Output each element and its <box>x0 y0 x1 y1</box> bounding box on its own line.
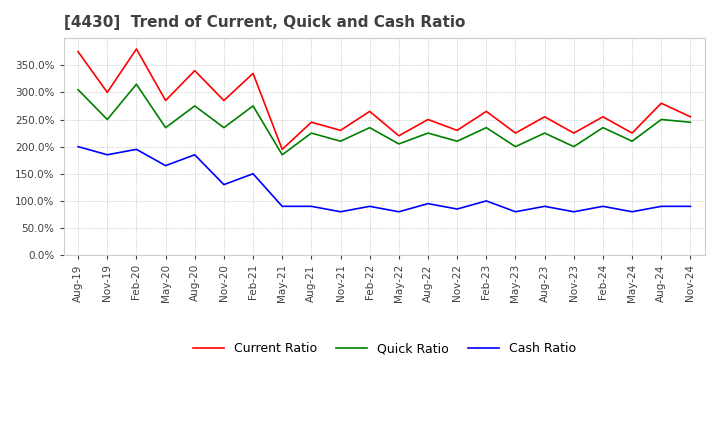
Current Ratio <box>73 49 82 54</box>
Cash Ratio <box>395 209 403 214</box>
Line: Cash Ratio: Cash Ratio <box>78 147 690 212</box>
Quick Ratio <box>511 144 520 149</box>
Quick Ratio <box>423 130 432 136</box>
Quick Ratio <box>395 141 403 147</box>
Quick Ratio <box>598 125 607 130</box>
Cash Ratio <box>453 206 462 212</box>
Cash Ratio <box>220 182 228 187</box>
Current Ratio <box>423 117 432 122</box>
Cash Ratio <box>657 204 665 209</box>
Cash Ratio <box>132 147 140 152</box>
Line: Quick Ratio: Quick Ratio <box>78 84 690 155</box>
Quick Ratio <box>482 125 490 130</box>
Cash Ratio <box>423 201 432 206</box>
Cash Ratio <box>482 198 490 204</box>
Current Ratio <box>511 130 520 136</box>
Cash Ratio <box>511 209 520 214</box>
Quick Ratio <box>365 125 374 130</box>
Quick Ratio <box>307 130 315 136</box>
Cash Ratio <box>103 152 112 158</box>
Quick Ratio <box>453 139 462 144</box>
Current Ratio <box>248 71 257 76</box>
Cash Ratio <box>540 204 549 209</box>
Current Ratio <box>628 130 636 136</box>
Line: Current Ratio: Current Ratio <box>78 49 690 149</box>
Cash Ratio <box>161 163 170 168</box>
Current Ratio <box>336 128 345 133</box>
Current Ratio <box>220 98 228 103</box>
Quick Ratio <box>278 152 287 158</box>
Current Ratio <box>570 130 578 136</box>
Cash Ratio <box>278 204 287 209</box>
Legend: Current Ratio, Quick Ratio, Cash Ratio: Current Ratio, Quick Ratio, Cash Ratio <box>188 337 581 360</box>
Quick Ratio <box>73 87 82 92</box>
Cash Ratio <box>248 171 257 176</box>
Quick Ratio <box>190 103 199 109</box>
Current Ratio <box>540 114 549 119</box>
Cash Ratio <box>73 144 82 149</box>
Current Ratio <box>453 128 462 133</box>
Current Ratio <box>190 68 199 73</box>
Cash Ratio <box>686 204 695 209</box>
Cash Ratio <box>628 209 636 214</box>
Cash Ratio <box>336 209 345 214</box>
Current Ratio <box>365 109 374 114</box>
Quick Ratio <box>248 103 257 109</box>
Text: [4430]  Trend of Current, Quick and Cash Ratio: [4430] Trend of Current, Quick and Cash … <box>63 15 465 30</box>
Quick Ratio <box>570 144 578 149</box>
Quick Ratio <box>132 81 140 87</box>
Quick Ratio <box>686 120 695 125</box>
Cash Ratio <box>598 204 607 209</box>
Cash Ratio <box>190 152 199 158</box>
Current Ratio <box>132 46 140 51</box>
Current Ratio <box>657 101 665 106</box>
Quick Ratio <box>336 139 345 144</box>
Quick Ratio <box>628 139 636 144</box>
Quick Ratio <box>103 117 112 122</box>
Current Ratio <box>103 90 112 95</box>
Current Ratio <box>482 109 490 114</box>
Cash Ratio <box>307 204 315 209</box>
Current Ratio <box>395 133 403 139</box>
Quick Ratio <box>161 125 170 130</box>
Cash Ratio <box>570 209 578 214</box>
Quick Ratio <box>540 130 549 136</box>
Current Ratio <box>598 114 607 119</box>
Current Ratio <box>161 98 170 103</box>
Cash Ratio <box>365 204 374 209</box>
Current Ratio <box>278 147 287 152</box>
Quick Ratio <box>220 125 228 130</box>
Quick Ratio <box>657 117 665 122</box>
Current Ratio <box>307 120 315 125</box>
Current Ratio <box>686 114 695 119</box>
